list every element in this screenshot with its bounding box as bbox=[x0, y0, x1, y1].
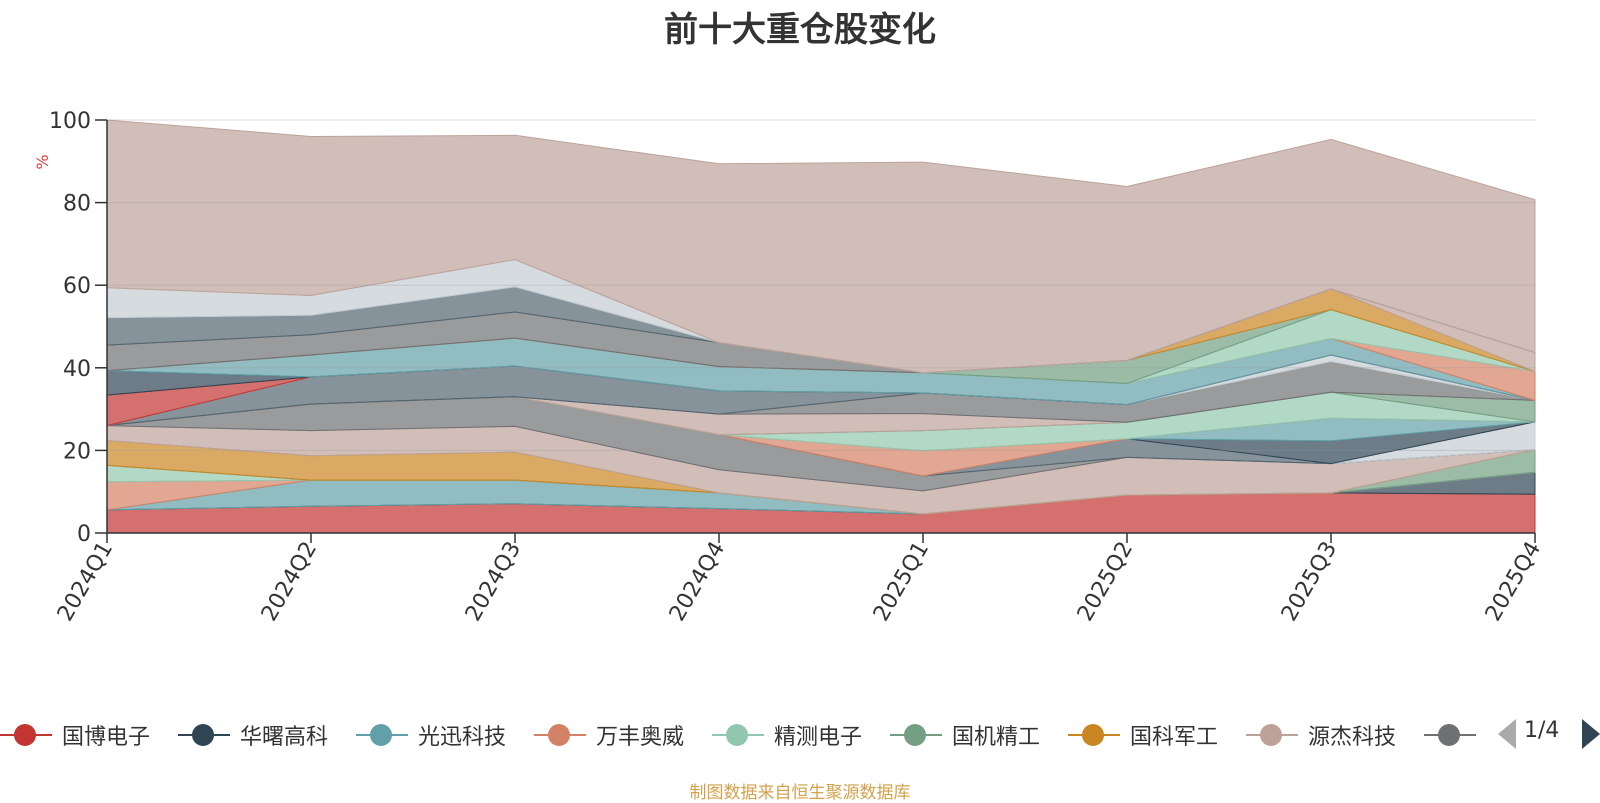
legend-item[interactable]: 源杰科技 bbox=[1246, 715, 1396, 755]
y-tick-label: 40 bbox=[63, 357, 91, 382]
legend-item[interactable]: 精测电子 bbox=[712, 715, 862, 755]
legend-label: 国机精工 bbox=[952, 725, 1041, 750]
y-tick-label: 60 bbox=[63, 274, 91, 299]
legend-label: 精测电子 bbox=[774, 725, 863, 750]
y-tick-label: 80 bbox=[63, 192, 91, 217]
legend-item[interactable]: 新易盛 bbox=[1424, 715, 1485, 755]
legend-item[interactable]: 光迅科技 bbox=[356, 715, 506, 755]
legend-item[interactable]: 万丰奥威 bbox=[534, 715, 684, 755]
legend-label: 国博电子 bbox=[62, 725, 151, 750]
legend-item[interactable]: 国机精工 bbox=[890, 715, 1040, 755]
legend-label: 万丰奥威 bbox=[596, 725, 685, 750]
legend-marker-icon bbox=[178, 723, 230, 747]
areas-layer bbox=[106, 119, 1536, 534]
x-tick-label: 2024Q4 bbox=[665, 538, 730, 626]
area-series-33[interactable] bbox=[106, 119, 1536, 374]
x-tick-label: 2024Q1 bbox=[53, 538, 118, 626]
x-tick-label: 2024Q2 bbox=[257, 538, 322, 626]
x-tick-label: 2025Q1 bbox=[869, 538, 934, 626]
legend-marker-icon bbox=[356, 723, 408, 747]
grid-layer bbox=[107, 119, 1535, 451]
x-tick-label: 2025Q2 bbox=[1073, 538, 1138, 626]
y-axis-label: % bbox=[33, 154, 52, 169]
legend-label: 源杰科技 bbox=[1308, 725, 1397, 750]
y-tick-label: 100 bbox=[49, 109, 91, 134]
legend-page-indicator: 1/4 bbox=[1524, 718, 1560, 743]
legend-label: 华曙高科 bbox=[240, 725, 329, 750]
legend-next-page-icon[interactable] bbox=[1582, 719, 1600, 749]
legend-marker-icon bbox=[534, 723, 586, 747]
x-tick-label: 2025Q3 bbox=[1277, 538, 1342, 626]
x-tick-label: 2025Q4 bbox=[1481, 538, 1546, 626]
chart-title: 前十大重仓股变化 bbox=[664, 10, 936, 50]
legend-label: 光迅科技 bbox=[418, 725, 507, 750]
legend-marker-icon bbox=[1068, 723, 1120, 747]
legend-marker-icon bbox=[1246, 723, 1298, 747]
legend-label: 国科军工 bbox=[1130, 725, 1219, 750]
legend-marker-icon bbox=[890, 723, 942, 747]
x-tick-label: 2024Q3 bbox=[461, 538, 526, 626]
data-source-note: 制图数据来自恒生聚源数据库 bbox=[689, 783, 911, 803]
legend-marker-icon bbox=[0, 723, 52, 747]
legend-item[interactable]: 国博电子 bbox=[0, 715, 150, 755]
y-tick-label: 20 bbox=[63, 439, 91, 464]
legend-marker-icon bbox=[712, 723, 764, 747]
y-tick-label: 0 bbox=[77, 522, 91, 547]
legend: 国博电子 华曙高科 光迅科技 万丰奥威 精测电子 国机精工 国科军工 源杰科技 新易盛 bbox=[0, 715, 1485, 755]
legend-item[interactable]: 国科军工 bbox=[1068, 715, 1218, 755]
legend-pager: 1/4 bbox=[1498, 718, 1600, 754]
legend-marker-icon bbox=[1424, 723, 1476, 747]
legend-prev-page-icon[interactable] bbox=[1498, 719, 1516, 749]
legend-item[interactable]: 华曙高科 bbox=[178, 715, 328, 755]
